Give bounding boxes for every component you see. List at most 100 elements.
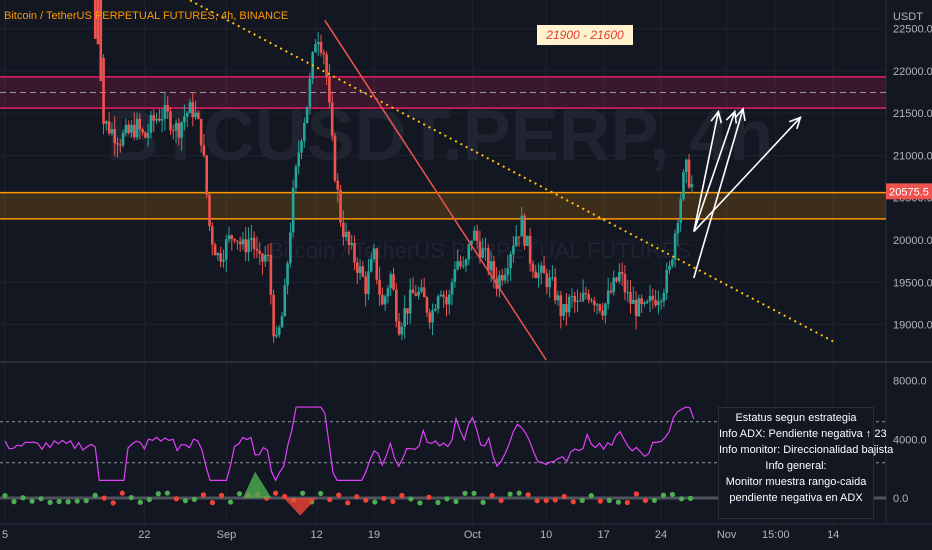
candle-body: [163, 105, 167, 119]
candle-body: [539, 265, 543, 273]
candle-body: [155, 118, 158, 121]
projection-arrow: [693, 111, 736, 232]
oscillator-dot: [137, 499, 143, 505]
candle-body: [645, 301, 649, 303]
candle-body: [464, 259, 468, 266]
candle-body: [316, 41, 320, 45]
oscillator-dot: [390, 498, 396, 505]
candle-body: [105, 121, 108, 124]
candle-body: [434, 308, 437, 311]
oscillator-dot: [444, 496, 450, 502]
candle-body: [648, 295, 652, 302]
oscillator-dot: [200, 492, 207, 498]
oscillator-spike-down: [283, 498, 317, 516]
candle-body: [579, 300, 582, 302]
candle-body: [96, 0, 100, 45]
candle-body: [573, 295, 577, 302]
indicator-tick-label: 8000.0: [893, 376, 927, 388]
candle-body: [487, 248, 490, 271]
candle-body: [333, 135, 337, 181]
candle-body: [559, 295, 563, 316]
candle-body: [166, 105, 169, 112]
candle-body: [612, 277, 616, 293]
candle-body: [447, 294, 451, 305]
candle-body: [110, 129, 114, 134]
candle-body: [450, 282, 454, 295]
candle-body: [286, 263, 289, 286]
oscillator-dot: [227, 499, 234, 505]
candle-body: [679, 199, 682, 223]
candle-body: [205, 155, 209, 195]
oscillator-dot: [173, 496, 179, 502]
oscillator-dot: [597, 498, 603, 504]
oscillator-dot: [119, 490, 125, 496]
candle-body: [180, 122, 183, 138]
candle-body: [456, 261, 459, 270]
candle-body: [659, 301, 663, 303]
info-line: pendiente negativa en ADX: [729, 492, 863, 504]
candle-body: [294, 166, 298, 188]
oscillator-dot: [209, 500, 216, 506]
candle-body: [442, 294, 445, 297]
candle-body: [609, 290, 613, 293]
candle-body: [389, 274, 393, 289]
oscillator-dot: [669, 491, 676, 498]
oscillator-dot: [588, 493, 594, 499]
time-tick-label: 24: [655, 529, 667, 541]
time-axis[interactable]: 5 22 Sep 12 19 Oct 10 17 24 Nov 15:00 14: [0, 523, 932, 541]
candle-body: [138, 118, 142, 130]
candle-body: [425, 297, 429, 313]
info-line: Estatus segun estrategia: [735, 412, 857, 424]
candle-body: [668, 265, 671, 271]
candle-body: [403, 308, 406, 327]
candles: [93, 0, 694, 343]
oscillator-dot: [606, 497, 612, 503]
candle-body: [604, 303, 607, 316]
candle-body: [512, 245, 515, 255]
candle-body: [548, 277, 551, 288]
candle-body: [325, 54, 328, 77]
candle-body: [375, 248, 379, 280]
candle-body: [347, 231, 351, 246]
candle-body: [328, 76, 331, 103]
candle-body: [631, 299, 635, 304]
oscillator-dot: [498, 497, 504, 504]
last-price-tag: 20575.5: [886, 183, 932, 200]
oscillator-dot: [191, 496, 198, 502]
chart-title: Bitcoin / TetherUS PERPETUAL FUTURES, 4h…: [4, 10, 289, 22]
candle-body: [386, 288, 390, 297]
candle-body: [258, 250, 261, 254]
oscillator-dot: [38, 496, 44, 502]
oscillator-dot: [435, 499, 441, 506]
candle-body: [177, 123, 181, 138]
candle-body: [500, 275, 504, 281]
projection-arrows: [693, 107, 802, 279]
candle-body: [261, 253, 264, 262]
candle-body: [280, 316, 284, 328]
candle-body: [408, 289, 412, 314]
candle-body: [417, 291, 420, 296]
candle-body: [690, 184, 694, 188]
candle-body: [397, 321, 401, 335]
candle-body: [174, 123, 178, 131]
candle-body: [353, 243, 356, 263]
oscillator-dot: [579, 497, 585, 504]
candle-body: [314, 44, 317, 53]
candle-body: [236, 240, 239, 242]
candle-body: [283, 285, 287, 317]
candle-body: [629, 292, 632, 304]
candle-body: [514, 236, 518, 246]
candle-body: [565, 304, 568, 313]
candle-body: [534, 271, 538, 279]
time-tick-label: 10: [540, 529, 552, 541]
time-tick-label: Sep: [217, 529, 237, 541]
oscillator-dot: [20, 495, 26, 501]
oscillator-dot: [651, 497, 658, 504]
candle-body: [372, 248, 376, 259]
candle-body: [355, 262, 359, 273]
last-price-value: 20575.5: [889, 186, 929, 198]
oscillator-dot: [128, 494, 134, 501]
candle-body: [183, 116, 186, 123]
candle-body: [297, 152, 301, 167]
candle-body: [350, 243, 353, 246]
